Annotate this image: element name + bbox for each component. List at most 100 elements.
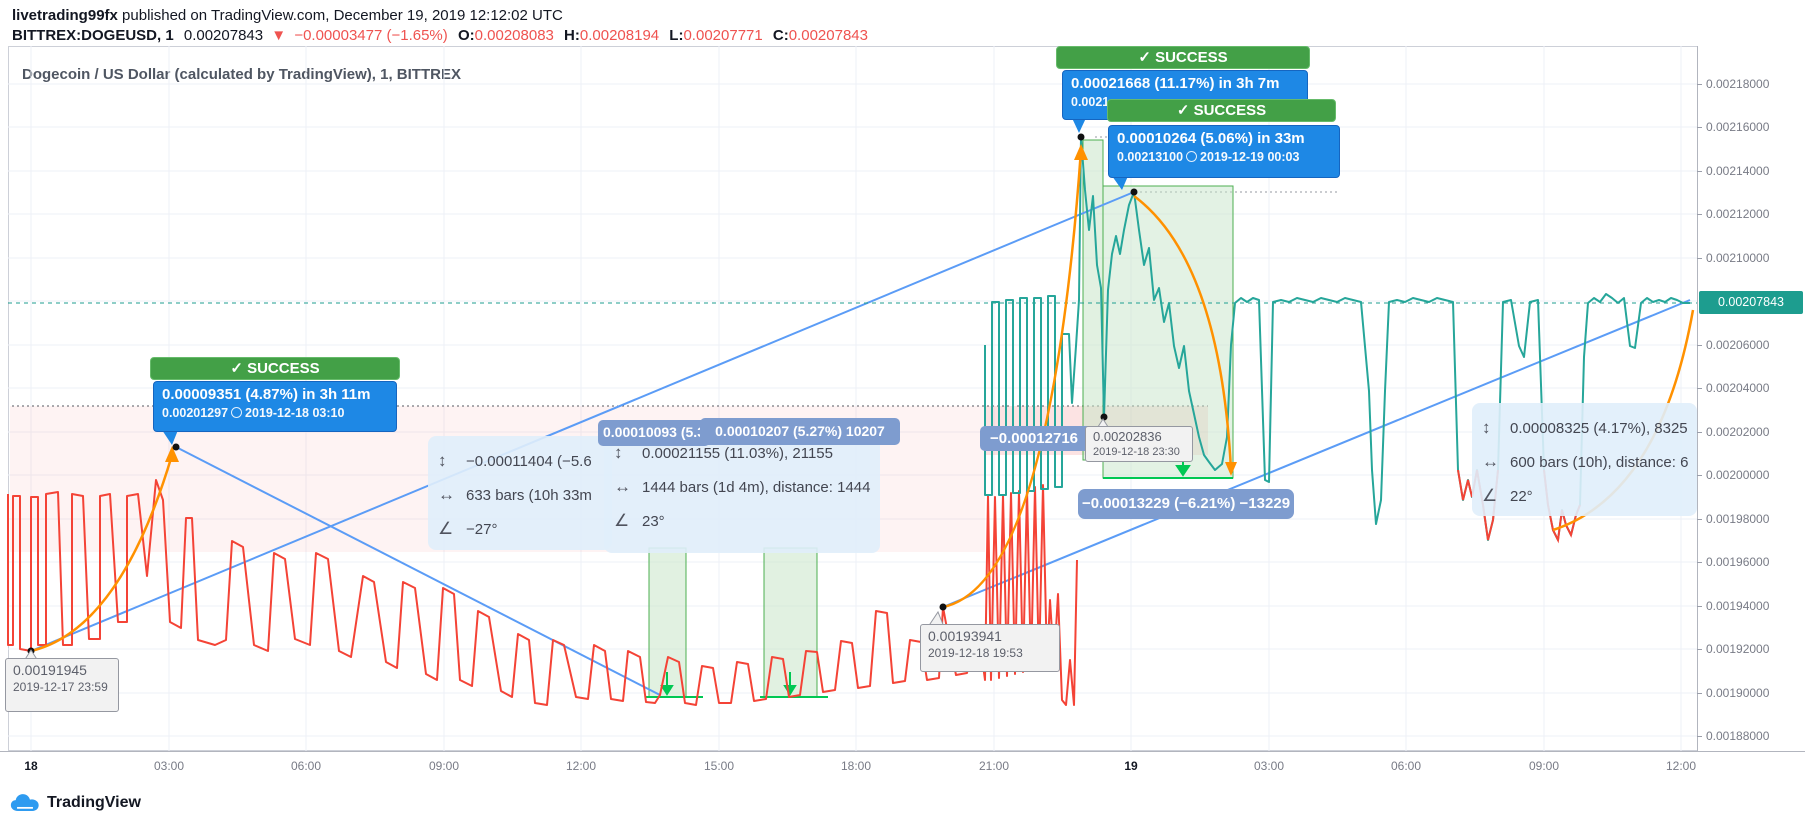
price-tick: 0.00198000 (1706, 512, 1770, 526)
success-banner-1[interactable]: ✓ SUCCESS (1056, 46, 1310, 69)
price-tick: 0.00202000 (1706, 425, 1770, 439)
measure-pill-c[interactable]: −0.00012716 (980, 426, 1095, 451)
price-tick: 0.00188000 (1706, 729, 1770, 743)
vertical-measure-icon: ↕ (438, 451, 447, 470)
success-price-partial: 0.0021 (1071, 95, 1110, 109)
point-callout-2330[interactable]: 0.00202836 2019-12-18 23:30 (1085, 426, 1193, 462)
success-banner-2[interactable]: ✓ SUCCESS (1107, 99, 1336, 122)
success-banner-left[interactable]: ✓ SUCCESS (150, 357, 400, 380)
measure-pill-d[interactable]: −0.00013229 (−6.21%) −13229 (1078, 489, 1294, 519)
time-tick: 03:00 (153, 759, 185, 773)
time-tick: 21:00 (978, 759, 1010, 773)
price-change: −0.00003477 (−1.65%) (294, 27, 448, 44)
price-tick: 0.00190000 (1706, 686, 1770, 700)
measure-pill-a-text: 0.00010093 (5.3 (603, 424, 705, 440)
time-tick: 06:00 (1390, 759, 1422, 773)
down-arrow-icon: ▼ (271, 27, 287, 44)
clock-icon (231, 407, 243, 418)
time-tick: 18 (24, 759, 38, 773)
measure-price-change: −0.00011404 (−5.6 (466, 452, 592, 470)
measure-price-change: 0.00008325 (4.17%), 8325 (1510, 419, 1688, 437)
measure-tooltip-up-long: ↕ 0.00021155 (11.03%), 21155 ↔ 1444 bars (… (604, 428, 880, 553)
time-axis[interactable] (0, 751, 1805, 834)
success-banner-text: ✓ SUCCESS (1138, 49, 1228, 66)
price-line-down-segment (7, 479, 1078, 706)
success-callout-2[interactable]: 0.00010264 (5.06%) in 33m 0.00213100 2019… (1108, 125, 1340, 178)
brand-name: TradingView (47, 794, 141, 811)
time-tick: 09:00 (428, 759, 460, 773)
vertical-measure-icon: ↕ (1482, 418, 1491, 437)
time-tick: 18:00 (840, 759, 872, 773)
measure-pill-a[interactable]: 0.00010093 (5.3 (598, 420, 710, 446)
chart-title: Dogecoin / US Dollar (calculated by Trad… (22, 66, 461, 83)
measure-price-change: 0.00021155 (11.03%), 21155 (642, 444, 833, 462)
success-datetime: 2019-12-19 00:03 (1200, 150, 1300, 164)
open-label: O: (457, 27, 475, 44)
callout-datetime: 2019-12-18 19:53 (928, 646, 1023, 660)
publish-text: published on TradingView.com, December 1… (117, 7, 563, 24)
author-name: livetrading99fx (12, 7, 118, 24)
price-tick: 0.00214000 (1706, 164, 1770, 178)
forecast-arrowheads (165, 144, 1237, 476)
anchor-dots[interactable] (27, 133, 1138, 655)
angle-icon: ∠ (614, 511, 630, 530)
success-gain: 0.00009351 (4.87%) in 3h 11m (162, 386, 371, 403)
time-tick: 12:00 (1665, 759, 1697, 773)
close-label: C: (772, 27, 789, 44)
close-value: 0.00207843 (788, 27, 868, 44)
measure-pill-d-text: −0.00013229 (−6.21%) −13229 (1081, 495, 1291, 512)
trend-lines[interactable] (30, 191, 1691, 696)
price-tick: 0.00194000 (1706, 599, 1770, 613)
price-tick: 0.00204000 (1706, 381, 1770, 395)
horizontal-measure-icon: ↔ (438, 485, 455, 504)
tradingview-cloud-icon (10, 794, 39, 811)
measure-angle: 23° (642, 512, 665, 530)
last-price-badge: 0.00207843 (1699, 291, 1803, 314)
measure-bars: 1444 bars (1d 4m), distance: 1444 (642, 478, 871, 496)
callout-datetime: 2019-12-17 23:59 (13, 680, 108, 694)
success-gain: 0.00021668 (11.17%) in 3h 7m (1071, 75, 1280, 92)
measure-tooltip-down: ↕ −0.00011404 (−5.6 ↔ 633 bars (10h 33m ∠ −… (428, 436, 612, 550)
time-tick: 06:00 (290, 759, 322, 773)
time-tick: 12:00 (565, 759, 597, 773)
symbol-ohlc-line: BITTREX:DOGEUSD, 1 0.00207843 ▼ −0.00003… (12, 27, 868, 44)
success-banner-text: ✓ SUCCESS (1176, 102, 1267, 119)
measure-angle: 22° (1510, 487, 1533, 505)
high-label: H: (564, 27, 580, 44)
success-gain: 0.00010264 (5.06%) in 33m (1117, 130, 1305, 147)
point-callout-start[interactable]: 0.00191945 2019-12-17 23:59 (5, 658, 119, 712)
vertical-measure-icon: ↕ (614, 443, 623, 462)
point-callout-entry2[interactable]: 0.00193941 2019-12-18 19:53 (920, 624, 1060, 672)
price-tick: 0.00218000 (1706, 77, 1770, 91)
measure-tooltip-right: ↕ 0.00008325 (4.17%), 8325 ↔ 600 bars (10h… (1472, 403, 1697, 516)
time-tick: 15:00 (703, 759, 735, 773)
publish-line: livetrading99fx published on TradingView… (12, 7, 563, 24)
tradingview-logo[interactable]: TradingView (10, 792, 141, 814)
price-tick: 0.00212000 (1706, 207, 1770, 221)
time-tick: 09:00 (1528, 759, 1560, 773)
callout-price: 0.00202836 (1093, 429, 1162, 444)
horizontal-measure-icon: ↔ (614, 477, 631, 496)
callout-price: 0.00193941 (928, 628, 1002, 644)
horizontal-measure-icon: ↔ (1482, 452, 1499, 471)
high-value: 0.00208194 (579, 27, 660, 44)
time-tick: 19 (1124, 759, 1138, 773)
measure-pill-c-text: −0.00012716 (990, 430, 1079, 447)
success-callout-left[interactable]: 0.00009351 (4.87%) in 3h 11m 0.00201297 2… (153, 381, 397, 432)
success-price: 0.00213100 (1117, 150, 1184, 164)
measure-angle: −27° (466, 520, 498, 538)
success-datetime: 2019-12-18 03:10 (245, 406, 345, 420)
success-banner-text: ✓ SUCCESS (230, 360, 320, 377)
price-tick: 0.00206000 (1706, 338, 1770, 352)
clock-icon (1186, 151, 1198, 162)
price-tick: 0.00196000 (1706, 555, 1770, 569)
price-tick: 0.00216000 (1706, 120, 1770, 134)
measure-bars: 600 bars (10h), distance: 6 (1510, 453, 1689, 471)
price-tick: 0.00210000 (1706, 251, 1770, 265)
low-value: 0.00207771 (683, 27, 763, 44)
measure-pill-b[interactable]: 0.00010207 (5.27%) 10207 (700, 418, 900, 445)
symbol-label[interactable]: BITTREX:DOGEUSD, 1 (12, 27, 174, 44)
measure-bars: 633 bars (10h 33m (466, 486, 592, 504)
time-tick: 03:00 (1253, 759, 1285, 773)
